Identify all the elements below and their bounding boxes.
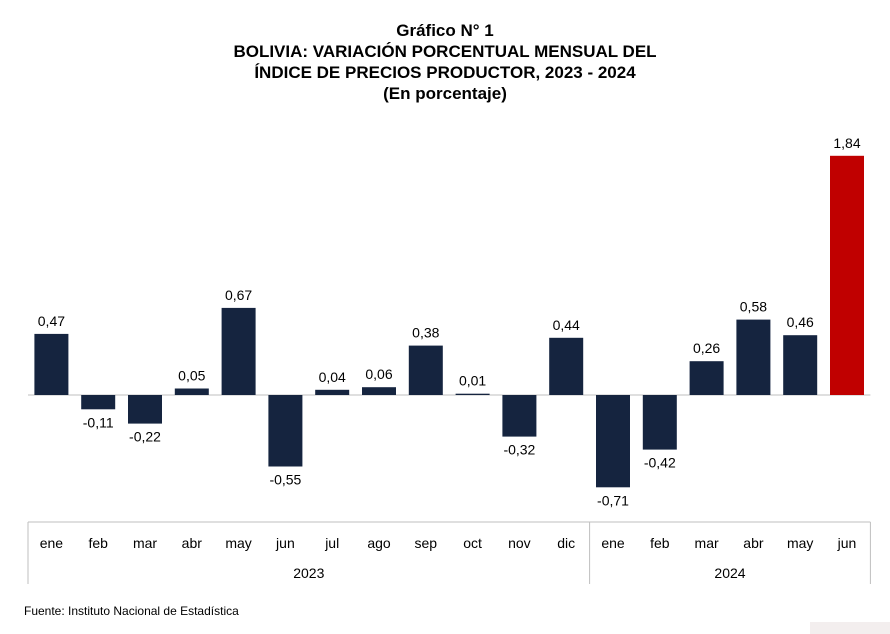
data-label-16: 0,46: [787, 314, 814, 330]
bar-1: [81, 395, 116, 410]
bar-6: [315, 389, 350, 395]
data-label-7: 0,06: [365, 366, 392, 382]
x-tick-label-6: jul: [324, 535, 339, 551]
data-label-4: 0,67: [225, 287, 252, 303]
bar-14: [689, 361, 724, 395]
x-tick-label-10: nov: [508, 535, 531, 551]
x-tick-label-8: sep: [415, 535, 438, 551]
year-label-2023: 2023: [293, 565, 324, 581]
x-tick-label-15: abr: [743, 535, 764, 551]
data-label-3: 0,05: [178, 368, 205, 384]
data-label-12: -0,71: [597, 492, 629, 508]
x-tick-label-7: ago: [367, 535, 391, 551]
source-note: Fuente: Instituto Nacional de Estadístic…: [24, 604, 239, 618]
year-label-2024: 2024: [714, 565, 745, 581]
bar-7: [362, 387, 396, 395]
bar-8: [408, 345, 443, 395]
x-tick-label-5: jun: [275, 535, 295, 551]
x-tick-label-3: abr: [182, 535, 203, 551]
data-label-14: 0,26: [693, 340, 720, 356]
bar-10: [502, 395, 537, 437]
x-tick-label-14: mar: [695, 535, 719, 551]
data-label-11: 0,44: [553, 317, 580, 333]
bar-4: [221, 307, 256, 395]
x-tick-label-12: ene: [601, 535, 625, 551]
data-label-17: 1,84: [833, 135, 860, 151]
chart-title-line-3: ÍNDICE DE PRECIOS PRODUCTOR, 2023 - 2024: [254, 63, 636, 82]
x-tick-label-0: ene: [40, 535, 64, 551]
bar-0: [34, 333, 69, 395]
data-label-2: -0,22: [129, 429, 161, 445]
bar-3: [174, 388, 209, 395]
corner-decoration: [810, 622, 890, 634]
data-label-10: -0,32: [503, 442, 535, 458]
data-label-15: 0,58: [740, 299, 767, 315]
chart-subtitle: (En porcentaje): [383, 84, 507, 103]
x-tick-label-9: oct: [463, 535, 482, 551]
data-label-6: 0,04: [319, 369, 346, 385]
bar-13: [642, 395, 677, 450]
data-label-8: 0,38: [412, 325, 439, 341]
data-label-1: -0,11: [83, 414, 114, 430]
data-label-9: 0,01: [459, 373, 486, 389]
x-tick-label-16: may: [787, 535, 813, 551]
bar-16: [783, 335, 818, 395]
chart-title: Gráfico N° 1 BOLIVIA: VARIACIÓN PORCENTU…: [0, 20, 890, 104]
bar-9: [455, 393, 490, 395]
x-tick-label-2: mar: [133, 535, 157, 551]
x-tick-label-1: feb: [88, 535, 108, 551]
x-tick-label-17: jun: [837, 535, 857, 551]
bar-17: [830, 155, 864, 395]
bar-2: [128, 395, 162, 424]
bar-5: [268, 395, 303, 467]
data-label-0: 0,47: [38, 313, 65, 329]
bar-15: [736, 319, 771, 395]
bar-12: [596, 395, 630, 488]
bar-11: [549, 337, 584, 395]
data-label-13: -0,42: [644, 455, 676, 471]
chart-title-line-1: Gráfico N° 1: [396, 21, 494, 40]
data-label-5: -0,55: [269, 472, 301, 488]
x-tick-label-11: dic: [557, 535, 575, 551]
x-tick-label-4: may: [225, 535, 251, 551]
chart-title-line-2: BOLIVIA: VARIACIÓN PORCENTUAL MENSUAL DE…: [233, 42, 657, 61]
x-tick-label-13: feb: [650, 535, 670, 551]
